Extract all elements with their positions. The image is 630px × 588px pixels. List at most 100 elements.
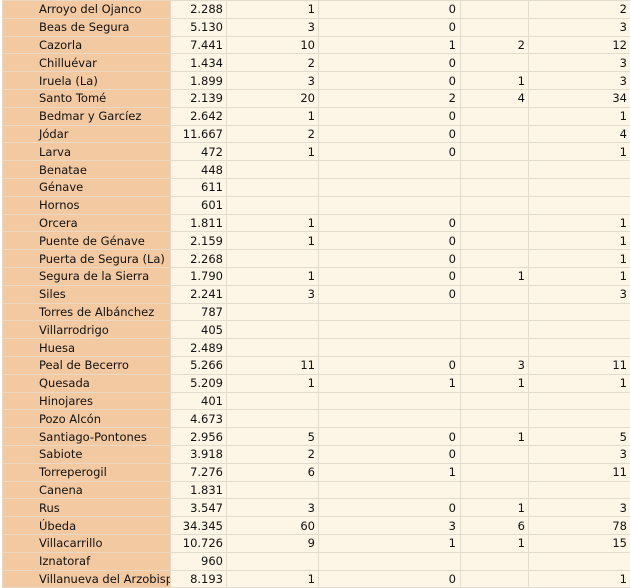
table-row: Torres de Albánchez 787: [2, 302, 630, 322]
municipality: Arroyo del Ojanco: [2, 0, 171, 19]
population: 7.276: [170, 462, 227, 482]
population: 1.790: [170, 266, 227, 286]
value-d: 3: [528, 71, 630, 90]
value-d: [528, 338, 630, 357]
value-c: [460, 569, 529, 588]
value-d: 3: [528, 284, 630, 304]
population: 2.642: [170, 106, 227, 126]
value-c: [460, 142, 529, 162]
municipality: Villanueva del Arzobispo: [2, 569, 171, 588]
municipality: Segura de la Sierra: [2, 266, 171, 286]
value-d: [528, 320, 630, 340]
municipality: Beas de Segura: [2, 17, 171, 37]
population: 10.726: [170, 533, 227, 553]
value-a: 2: [226, 53, 319, 73]
value-b: 0: [318, 231, 461, 251]
table-row: Beas de Segura 5.130 3 0 3: [2, 17, 630, 37]
value-c: [460, 195, 529, 215]
table-row: Villanueva del Arzobispo 8.193 1 0 1: [2, 569, 630, 588]
table-row: Sabiote 3.918 2 0 3: [2, 444, 630, 464]
value-b: 0: [318, 355, 461, 375]
table-row: Orcera 1.811 1 0 1: [2, 213, 630, 233]
value-a: 2: [226, 124, 319, 144]
value-a: 1: [226, 569, 319, 588]
value-a: 5: [226, 427, 319, 446]
value-c: [460, 444, 529, 464]
table-row: Villacarrillo 10.726 9 1 1 15: [2, 533, 630, 553]
value-d: [528, 177, 630, 197]
value-d: 11: [528, 462, 630, 482]
value-d: [528, 480, 630, 500]
value-b: [318, 551, 461, 571]
value-b: 3: [318, 516, 461, 535]
value-a: 3: [226, 284, 319, 304]
value-b: 0: [318, 213, 461, 233]
table-row: Peal de Becerro 5.266 11 0 3 11: [2, 355, 630, 375]
population: 1.811: [170, 213, 227, 233]
table-row: Puente de Génave 2.159 1 0 1: [2, 231, 630, 251]
value-c: [460, 249, 529, 268]
table-row: Santo Tomé 2.139 20 2 4 34: [2, 88, 630, 108]
population: 601: [170, 195, 227, 215]
value-a: [226, 302, 319, 322]
value-b: 0: [318, 444, 461, 464]
municipality: Santiago-Pontones: [2, 427, 171, 446]
value-a: 1: [226, 106, 319, 126]
population: 960: [170, 551, 227, 571]
value-d: 1: [528, 266, 630, 286]
value-b: 0: [318, 142, 461, 162]
value-b: [318, 338, 461, 357]
value-d: 1: [528, 231, 630, 251]
value-d: [528, 391, 630, 411]
value-a: 10: [226, 35, 319, 55]
value-b: [318, 409, 461, 429]
municipality: Siles: [2, 284, 171, 304]
municipality: Torres de Albánchez: [2, 302, 171, 322]
table-row: Torreperogil 7.276 6 1 11: [2, 462, 630, 482]
value-d: 1: [528, 106, 630, 126]
value-d: 2: [528, 0, 630, 19]
municipality: Torreperogil: [2, 462, 171, 482]
table-row: Quesada 5.209 1 1 1 1: [2, 373, 630, 393]
municipality: Cazorla: [2, 35, 171, 55]
value-a: 1: [226, 213, 319, 233]
value-b: 1: [318, 533, 461, 553]
value-b: [318, 195, 461, 215]
population: 1.899: [170, 71, 227, 90]
value-b: 0: [318, 124, 461, 144]
municipality: Villarrodrigo: [2, 320, 171, 340]
population: 2.159: [170, 231, 227, 251]
value-d: 3: [528, 498, 630, 518]
value-d: 4: [528, 124, 630, 144]
municipality: Rus: [2, 498, 171, 518]
population: 611: [170, 177, 227, 197]
municipality: Hornos: [2, 195, 171, 215]
value-b: 0: [318, 569, 461, 588]
value-c: [460, 338, 529, 357]
population: 448: [170, 160, 227, 179]
value-a: 9: [226, 533, 319, 553]
table-row: Rus 3.547 3 0 1 3: [2, 498, 630, 518]
table-row: Segura de la Sierra 1.790 1 0 1 1: [2, 266, 630, 286]
population: 2.288: [170, 0, 227, 19]
value-b: 0: [318, 106, 461, 126]
value-d: [528, 551, 630, 571]
municipality: Iruela (La): [2, 71, 171, 90]
value-c: 3: [460, 355, 529, 375]
value-d: 5: [528, 427, 630, 446]
population: 2.489: [170, 338, 227, 357]
municipality: Quesada: [2, 373, 171, 393]
value-c: [460, 302, 529, 322]
value-a: 20: [226, 88, 319, 108]
value-d: 11: [528, 355, 630, 375]
value-b: 2: [318, 88, 461, 108]
population: 1.434: [170, 53, 227, 73]
value-a: [226, 177, 319, 197]
value-c: [460, 480, 529, 500]
value-c: [460, 409, 529, 429]
table-row: Larva 472 1 0 1: [2, 142, 630, 162]
value-a: 6: [226, 462, 319, 482]
value-a: [226, 480, 319, 500]
